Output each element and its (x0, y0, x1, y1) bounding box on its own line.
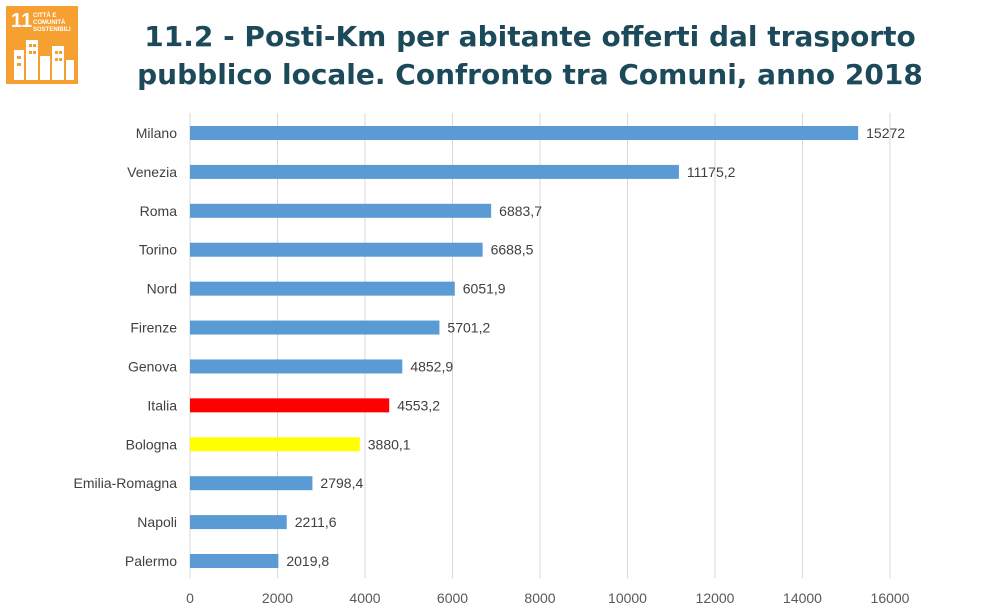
bar (190, 437, 360, 452)
category-label: Genova (128, 358, 177, 374)
x-tick-label: 0 (186, 590, 194, 606)
bar (190, 164, 679, 179)
sdg-goal-badge: 11 Città e comunità sostenibili (6, 6, 78, 84)
category-label: Venezia (127, 164, 177, 180)
category-label: Roma (140, 203, 178, 219)
category-label: Torino (139, 242, 177, 258)
category-label: Nord (147, 281, 177, 297)
city-buildings-icon (14, 40, 74, 80)
category-label: Milano (136, 125, 177, 141)
data-label: 2798,4 (320, 475, 363, 491)
x-tick-label: 12000 (696, 590, 735, 606)
data-label: 5701,2 (447, 320, 490, 336)
badge-number: 11 (11, 10, 33, 32)
bar (190, 320, 440, 335)
data-label: 6883,7 (499, 203, 542, 219)
data-label: 11175,2 (687, 164, 736, 180)
data-label: 3880,1 (368, 436, 411, 452)
bar (190, 242, 483, 257)
title-line-1: 11.2 - Posti-Km per abitante offerti dal… (144, 20, 916, 53)
bar (190, 476, 313, 491)
bar (190, 398, 390, 413)
data-label: 6688,5 (491, 242, 534, 258)
category-label: Bologna (126, 436, 178, 452)
data-label: 2211,6 (295, 514, 337, 530)
x-tick-label: 8000 (524, 590, 555, 606)
category-label: Emilia-Romagna (74, 475, 178, 491)
category-label: Napoli (137, 514, 177, 530)
x-tick-label: 2000 (262, 590, 293, 606)
bar (190, 203, 492, 218)
x-tick-label: 14000 (783, 590, 822, 606)
data-label: 4553,2 (397, 397, 440, 413)
title-line-2: pubblico locale. Confronto tra Comuni, a… (137, 58, 923, 91)
data-label: 2019,8 (286, 553, 329, 569)
bar (190, 359, 403, 374)
x-tick-label: 4000 (349, 590, 380, 606)
bar (190, 554, 279, 568)
bar (190, 281, 455, 296)
category-label: Firenze (130, 320, 177, 336)
badge-text: Città e comunità sostenibili (33, 13, 71, 33)
bar (190, 515, 287, 530)
x-tick-label: 6000 (437, 590, 468, 606)
x-tick-label: 16000 (871, 590, 910, 606)
page-title: 11.2 - Posti-Km per abitante offerti dal… (90, 18, 970, 94)
bar (190, 126, 859, 140)
data-label: 15272 (866, 125, 905, 141)
category-label: Italia (147, 397, 177, 413)
x-tick-label: 10000 (608, 590, 647, 606)
data-label: 4852,9 (410, 358, 453, 374)
category-label: Palermo (125, 553, 177, 569)
data-label: 6051,9 (463, 281, 506, 297)
